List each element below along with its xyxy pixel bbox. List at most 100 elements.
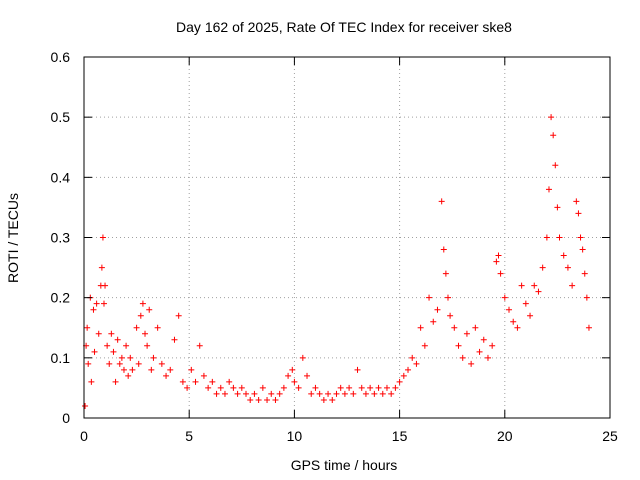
data-point	[102, 282, 109, 289]
data-point	[383, 384, 390, 391]
data-point	[514, 324, 521, 331]
data-point	[146, 306, 153, 313]
data-point	[238, 384, 245, 391]
data-point	[110, 348, 117, 355]
data-point	[125, 372, 132, 379]
data-point	[90, 306, 97, 313]
data-point	[320, 396, 327, 403]
data-point	[396, 378, 403, 385]
data-point	[95, 330, 102, 337]
data-point	[213, 390, 220, 397]
data-point	[255, 396, 262, 403]
data-point	[430, 318, 437, 325]
data-point	[264, 396, 271, 403]
data-point	[575, 210, 582, 217]
data-point	[510, 318, 517, 325]
data-point	[148, 366, 155, 373]
data-point	[289, 366, 296, 373]
x-axis-title: GPS time / hours	[291, 457, 398, 473]
data-point	[417, 324, 424, 331]
data-point	[375, 384, 382, 391]
data-point	[100, 300, 107, 307]
data-point	[106, 360, 113, 367]
data-point	[118, 354, 125, 361]
data-point	[158, 360, 165, 367]
data-point	[144, 342, 151, 349]
data-point	[85, 360, 92, 367]
data-point	[226, 378, 233, 385]
ticks	[83, 56, 611, 419]
data-point	[114, 336, 121, 343]
data-point	[329, 396, 336, 403]
x-tick-label: 25	[602, 428, 618, 444]
data-point	[579, 246, 586, 253]
data-point	[480, 336, 487, 343]
data-point	[506, 306, 513, 313]
data-point	[392, 384, 399, 391]
data-point	[434, 306, 441, 313]
data-point	[234, 390, 241, 397]
y-tick-label: 0	[62, 410, 70, 426]
data-point	[476, 348, 483, 355]
data-point	[276, 390, 283, 397]
y-tick-label: 0.6	[51, 49, 71, 65]
data-point	[400, 372, 407, 379]
data-point	[93, 300, 100, 307]
data-point	[299, 354, 306, 361]
data-point	[451, 324, 458, 331]
data-point	[200, 372, 207, 379]
y-tick-labels: 0 0.1 0.2 0.3 0.4 0.5 0.6	[51, 49, 71, 426]
data-point	[163, 372, 170, 379]
data-point	[99, 234, 106, 241]
data-point	[291, 378, 298, 385]
data-point	[120, 366, 127, 373]
data-point	[577, 234, 584, 241]
data-point	[484, 354, 491, 361]
data-point	[367, 384, 374, 391]
y-tick-label: 0.2	[51, 290, 71, 306]
data-point	[550, 132, 557, 139]
data-point	[295, 384, 302, 391]
data-point	[371, 390, 378, 397]
data-point	[268, 390, 275, 397]
data-point	[171, 336, 178, 343]
data-point	[272, 396, 279, 403]
data-point	[209, 378, 216, 385]
y-tick-label: 0.4	[51, 169, 71, 185]
data-point	[154, 324, 161, 331]
data-point	[129, 366, 136, 373]
data-point	[539, 264, 546, 271]
data-point	[98, 264, 105, 271]
data-point	[112, 378, 119, 385]
chart-title: Day 162 of 2025, Rate Of TEC Index for r…	[176, 19, 512, 35]
data-point	[304, 372, 311, 379]
data-point	[585, 324, 592, 331]
data-point	[493, 258, 500, 265]
data-point	[123, 342, 130, 349]
data-point	[205, 384, 212, 391]
data-point	[556, 234, 563, 241]
data-point	[560, 252, 567, 259]
data-point	[280, 384, 287, 391]
data-point	[104, 342, 111, 349]
data-point	[167, 366, 174, 373]
data-point	[312, 384, 319, 391]
data-point	[184, 384, 191, 391]
data-point	[127, 354, 134, 361]
data-point	[459, 354, 466, 361]
data-point	[543, 234, 550, 241]
data-point	[247, 396, 254, 403]
data-point	[472, 324, 479, 331]
data-point	[179, 378, 186, 385]
data-point	[501, 294, 508, 301]
data-point	[527, 312, 534, 319]
data-point	[455, 342, 462, 349]
data-point	[108, 330, 115, 337]
data-point	[139, 300, 146, 307]
data-point	[88, 378, 95, 385]
x-tick-label: 15	[392, 428, 408, 444]
data-point	[409, 354, 416, 361]
grid	[84, 57, 610, 418]
